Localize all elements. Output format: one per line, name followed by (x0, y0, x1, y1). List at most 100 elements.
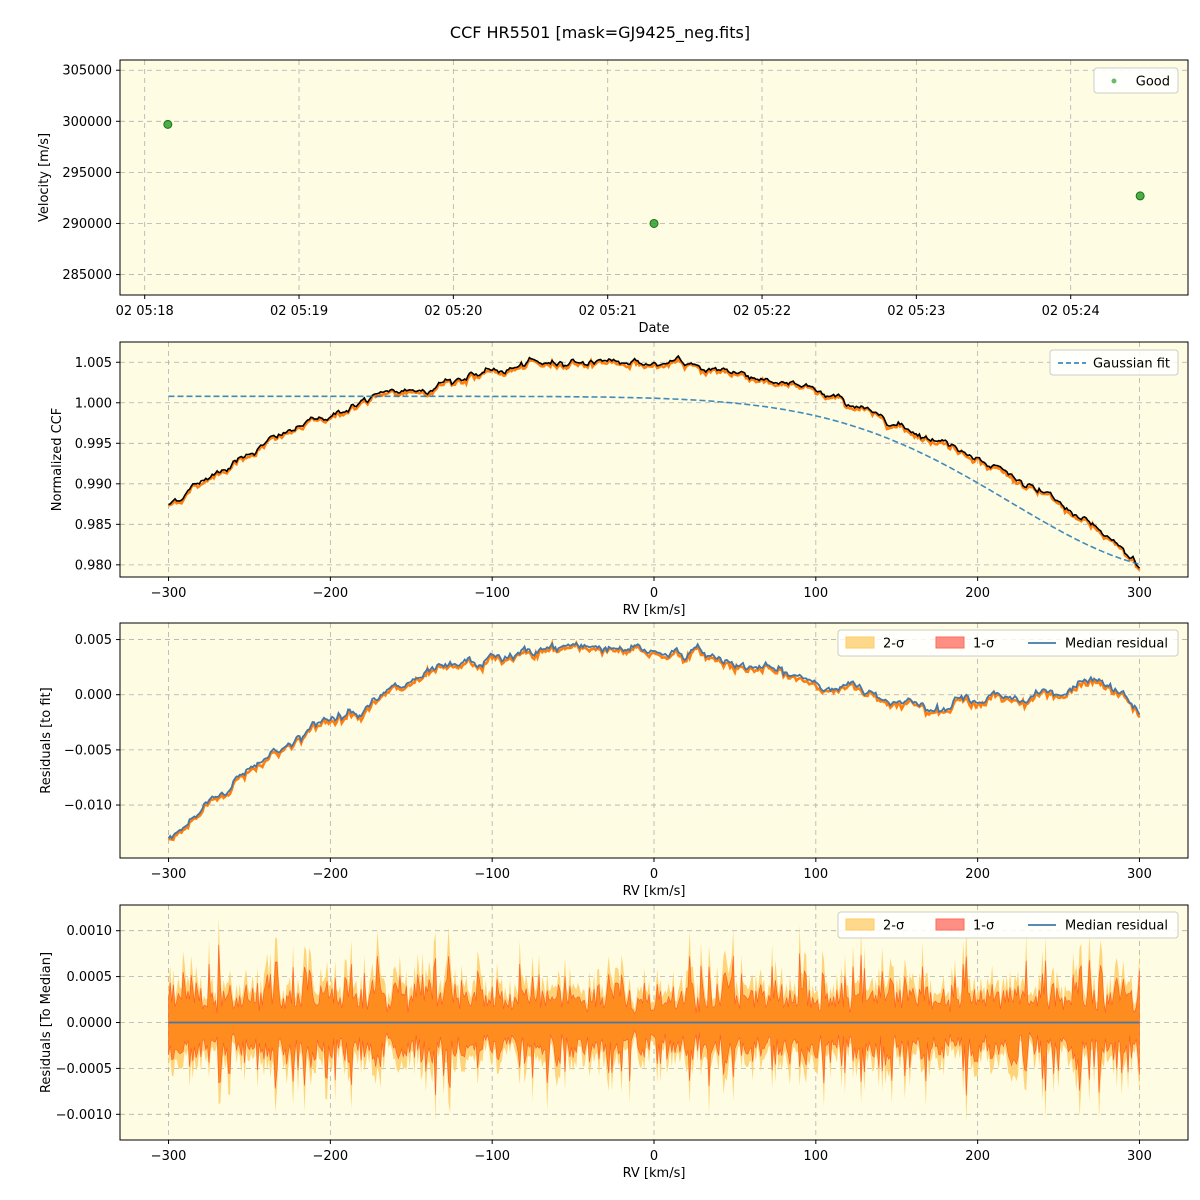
panel-2: −300 −200 −100 0 100 200 300 0.980 0.985 0.990 0.9… (50, 342, 1188, 618)
y-tick-label: −0.0010 (56, 1108, 112, 1123)
median-residual-line (167, 641, 1141, 841)
axes-frame (119, 59, 1189, 296)
legend-label: Median residual (1065, 637, 1168, 652)
ccf-line (168, 354, 1141, 569)
plot-area (168, 916, 1140, 1123)
x-tick-label: 02 05:21 (579, 304, 637, 319)
y-tick-label: −0.0005 (56, 1062, 112, 1077)
axes-frame (119, 622, 1189, 859)
legend: Good (1093, 67, 1179, 94)
legend-marker (1111, 78, 1117, 84)
y-tick-label: 0.000 (75, 688, 112, 703)
y-tick-label: 295000 (62, 166, 112, 181)
legend-label: Median residual (1065, 919, 1168, 934)
y-tick-label: 0.990 (75, 477, 112, 492)
y-tick-label: 290000 (62, 217, 112, 232)
x-axis-label: Date (638, 321, 669, 336)
legend-label: Good (1136, 75, 1170, 90)
x-tick-label: 0 (650, 867, 658, 882)
y-tick-label: 1.005 (75, 356, 112, 371)
plot-background (120, 60, 1188, 295)
x-tick-label: −300 (151, 867, 187, 882)
residual-band-line (167, 639, 1141, 842)
axes-frame (119, 904, 1189, 1141)
gaussian-fit-line (168, 395, 1140, 565)
legend: 2-σ 1-σ Median residual (837, 629, 1179, 657)
legend-box (1093, 67, 1179, 94)
y-tick-label: 0.980 (75, 558, 112, 573)
y-tick-label: 300000 (62, 115, 112, 130)
legend-marker (845, 636, 875, 649)
y-tick-label: 0.0005 (67, 970, 113, 985)
y-axis-label: Residuals [to fit] (39, 687, 54, 793)
x-axis-label: RV [km/s] (623, 1166, 686, 1181)
x-tick-label: 100 (803, 1149, 828, 1164)
legend: 2-σ 1-σ Median residual (837, 911, 1179, 939)
figure-title: CCF HR5501 [mask=GJ9425_neg.fits] (450, 23, 750, 43)
x-tick-label: 02 05:24 (1042, 304, 1100, 319)
y-tick-label: −0.005 (64, 743, 112, 758)
y-tick-label: 0.005 (75, 633, 112, 648)
axes-frame (119, 341, 1189, 578)
panel-1: 02 05:18 02 05:19 02 05:20 02 05:21 02 05:22… (37, 60, 1188, 336)
x-tick-label: 200 (965, 867, 990, 882)
plot-area (167, 639, 1141, 842)
y-axis-label: Velocity [m/s] (37, 133, 52, 222)
y-tick-label: −0.010 (64, 799, 112, 814)
legend-label: 2-σ (883, 919, 904, 934)
x-tick-label: 100 (803, 586, 828, 601)
legend-label: Gaussian fit (1093, 357, 1170, 372)
legend-box (837, 911, 1179, 939)
plot-area (163, 119, 1145, 228)
y-tick-label: 1.000 (75, 396, 112, 411)
panel-3: −300 −200 −100 0 100 200 300 −0.010 −0.005 0.000 0… (39, 623, 1188, 899)
plot-area (167, 354, 1141, 571)
y-tick-label: 285000 (62, 268, 112, 283)
legend-label: 1-σ (973, 637, 994, 652)
legend-box (837, 629, 1179, 657)
legend-marker (845, 918, 875, 931)
y-tick-label: 0.0000 (67, 1016, 113, 1031)
legend-marker (935, 918, 965, 931)
x-tick-label: 200 (965, 586, 990, 601)
legend: Gaussian fit (1049, 349, 1179, 376)
x-tick-label: −300 (151, 586, 187, 601)
x-tick-label: 02 05:18 (116, 304, 174, 319)
legend-box (1049, 349, 1179, 376)
x-tick-label: −100 (474, 1149, 510, 1164)
good-point (1135, 191, 1145, 201)
x-tick-label: −100 (474, 586, 510, 601)
legend-marker (935, 636, 965, 649)
x-tick-label: 02 05:19 (270, 304, 328, 319)
x-tick-label: 300 (1127, 1149, 1152, 1164)
x-tick-label: 0 (650, 586, 658, 601)
y-axis-label: Normalized CCF (50, 408, 65, 512)
x-tick-label: 200 (965, 1149, 990, 1164)
y-tick-label: 0.995 (75, 437, 112, 452)
ccf-uncertainty-line (167, 354, 1141, 571)
x-tick-label: −300 (151, 1149, 187, 1164)
good-point (649, 218, 659, 228)
legend-label: 1-σ (973, 919, 994, 934)
x-axis-label: RV [km/s] (623, 884, 686, 899)
x-tick-label: 02 05:23 (887, 304, 945, 319)
x-tick-label: 300 (1127, 586, 1152, 601)
x-tick-label: 02 05:20 (424, 304, 482, 319)
y-tick-label: 0.0010 (67, 924, 113, 939)
x-tick-label: 300 (1127, 867, 1152, 882)
y-tick-label: 0.985 (75, 518, 112, 533)
one-sigma-band (168, 944, 1140, 1096)
x-axis-label: RV [km/s] (623, 603, 686, 618)
legend-label: 2-σ (883, 637, 904, 652)
x-tick-label: −200 (313, 1149, 349, 1164)
panel-4: −300 −200 −100 0 100 200 300 −0.0010 −0.0005 0.00… (39, 905, 1188, 1181)
x-tick-label: 02 05:22 (733, 304, 791, 319)
x-tick-label: 100 (803, 867, 828, 882)
good-point (163, 119, 173, 129)
x-tick-label: −100 (474, 867, 510, 882)
y-tick-label: 305000 (62, 64, 112, 79)
x-tick-label: 0 (650, 1149, 658, 1164)
y-axis-label: Residuals [To Median] (39, 952, 54, 1093)
x-tick-label: −200 (313, 867, 349, 882)
